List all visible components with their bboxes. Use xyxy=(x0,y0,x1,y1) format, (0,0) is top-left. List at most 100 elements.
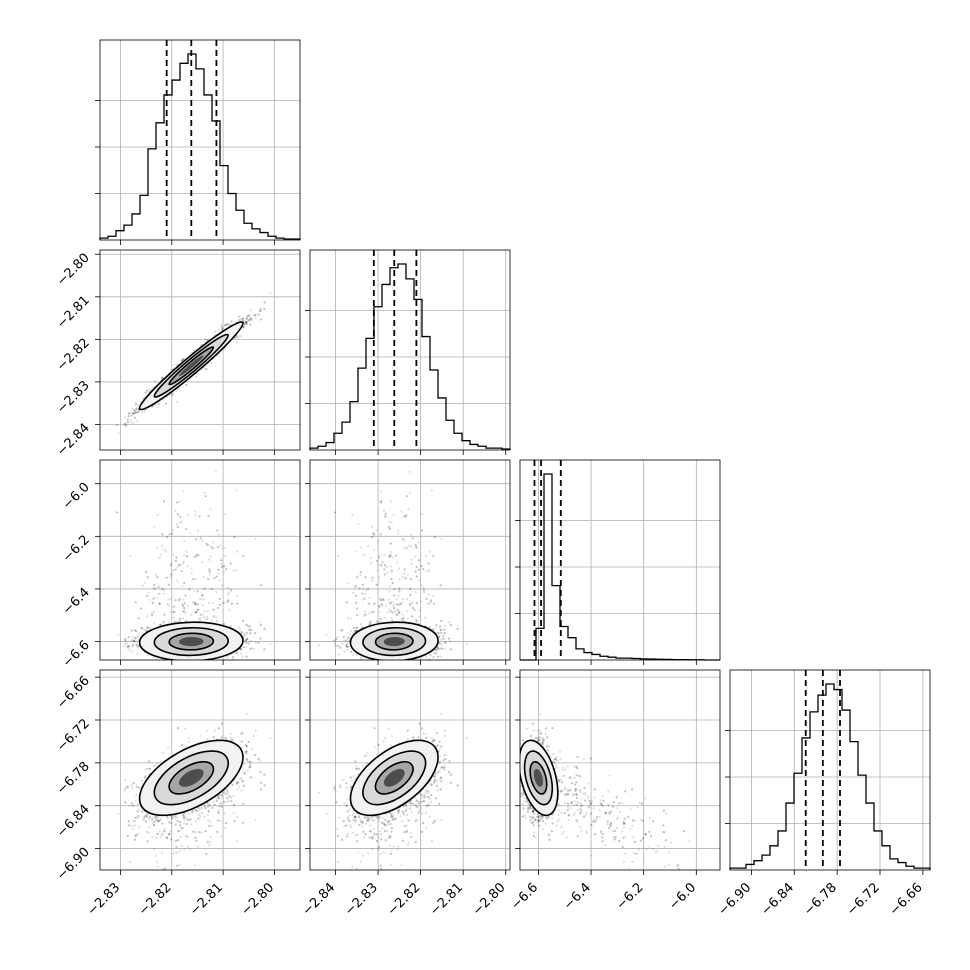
sample-point xyxy=(216,545,219,549)
sample-point xyxy=(246,637,249,640)
sample-point xyxy=(238,315,241,318)
sample-point xyxy=(241,655,244,658)
sample-point xyxy=(182,598,185,601)
sample-point xyxy=(229,562,232,565)
sample-point xyxy=(137,404,140,407)
sample-point xyxy=(136,635,139,638)
sample-point xyxy=(182,357,185,360)
sample-point xyxy=(128,411,131,415)
sample-point xyxy=(137,639,140,642)
sample-point xyxy=(259,637,262,640)
sample-point xyxy=(242,326,245,329)
sample-point xyxy=(263,301,266,304)
sample-point xyxy=(227,586,230,590)
sample-point xyxy=(132,639,135,642)
sample-point xyxy=(182,610,185,613)
sample-point xyxy=(248,625,251,628)
sample-point xyxy=(210,361,213,364)
sample-point xyxy=(203,491,206,494)
sample-point xyxy=(249,323,252,326)
sample-point xyxy=(171,393,174,396)
sample-point xyxy=(195,603,198,606)
sample-point xyxy=(131,645,134,648)
sample-point xyxy=(205,618,208,621)
sample-point xyxy=(198,598,201,601)
sample-point xyxy=(196,608,199,612)
sample-point xyxy=(167,583,170,586)
sample-point xyxy=(117,633,120,637)
sample-point xyxy=(146,653,149,656)
sample-point xyxy=(218,597,221,600)
sample-point xyxy=(179,515,182,518)
sample-point xyxy=(195,375,198,378)
sample-point xyxy=(245,322,248,325)
sample-point xyxy=(135,629,138,633)
sample-point xyxy=(247,319,250,322)
sample-point xyxy=(205,368,208,371)
sample-point xyxy=(174,568,177,571)
sample-point xyxy=(230,320,233,323)
sample-point xyxy=(159,553,162,556)
sample-point xyxy=(244,321,247,324)
sample-point xyxy=(182,604,185,608)
sample-point xyxy=(172,610,175,614)
sample-point xyxy=(193,602,196,605)
sample-point xyxy=(98,440,100,442)
sample-point xyxy=(244,639,247,642)
sample-point xyxy=(148,598,151,601)
sample-point xyxy=(123,422,126,426)
sample-point xyxy=(249,316,252,320)
sample-point xyxy=(210,587,213,591)
sample-point xyxy=(263,307,266,311)
sample-point xyxy=(192,577,195,581)
sample-point xyxy=(248,628,251,631)
sample-point xyxy=(226,600,230,603)
sample-point xyxy=(220,323,223,326)
sample-point xyxy=(219,559,223,562)
sample-point xyxy=(240,648,243,651)
sample-point xyxy=(185,383,188,386)
sample-point xyxy=(245,655,248,658)
sample-point xyxy=(203,616,206,619)
sample-point xyxy=(230,320,233,323)
sample-point xyxy=(199,613,202,616)
sample-point xyxy=(225,656,228,659)
sample-point xyxy=(188,588,191,591)
sample-point xyxy=(170,562,173,565)
sample-point xyxy=(194,601,197,604)
sample-point xyxy=(132,644,135,647)
y-tick-label: −2.82 xyxy=(54,336,93,375)
sample-point xyxy=(161,544,164,548)
sample-point xyxy=(236,336,239,340)
sample-point xyxy=(145,626,149,629)
sample-point xyxy=(170,532,174,535)
sample-point xyxy=(208,602,211,605)
sample-point xyxy=(133,640,136,643)
sample-point xyxy=(127,415,130,418)
sample-point xyxy=(164,550,167,553)
sample-point xyxy=(169,564,173,567)
sample-point xyxy=(210,618,213,622)
sample-point xyxy=(224,324,227,327)
sample-point xyxy=(127,645,131,648)
sample-point xyxy=(220,325,224,328)
sample-point xyxy=(153,380,156,383)
sample-point xyxy=(178,599,181,602)
sample-point xyxy=(202,598,206,601)
sample-point xyxy=(124,424,127,427)
sample-point xyxy=(124,422,127,425)
panel-0-0 xyxy=(95,39,301,245)
sample-point xyxy=(159,623,162,626)
contour-0 xyxy=(138,321,244,411)
sample-point xyxy=(174,509,177,512)
sample-point xyxy=(215,616,218,619)
sample-point xyxy=(152,587,156,590)
sample-point xyxy=(174,599,177,602)
sample-point xyxy=(133,416,136,419)
sample-point xyxy=(226,322,229,325)
sample-point xyxy=(257,313,260,316)
sample-point xyxy=(152,597,155,600)
sample-point xyxy=(134,636,137,639)
sample-point xyxy=(172,569,175,572)
sample-point xyxy=(172,610,175,614)
